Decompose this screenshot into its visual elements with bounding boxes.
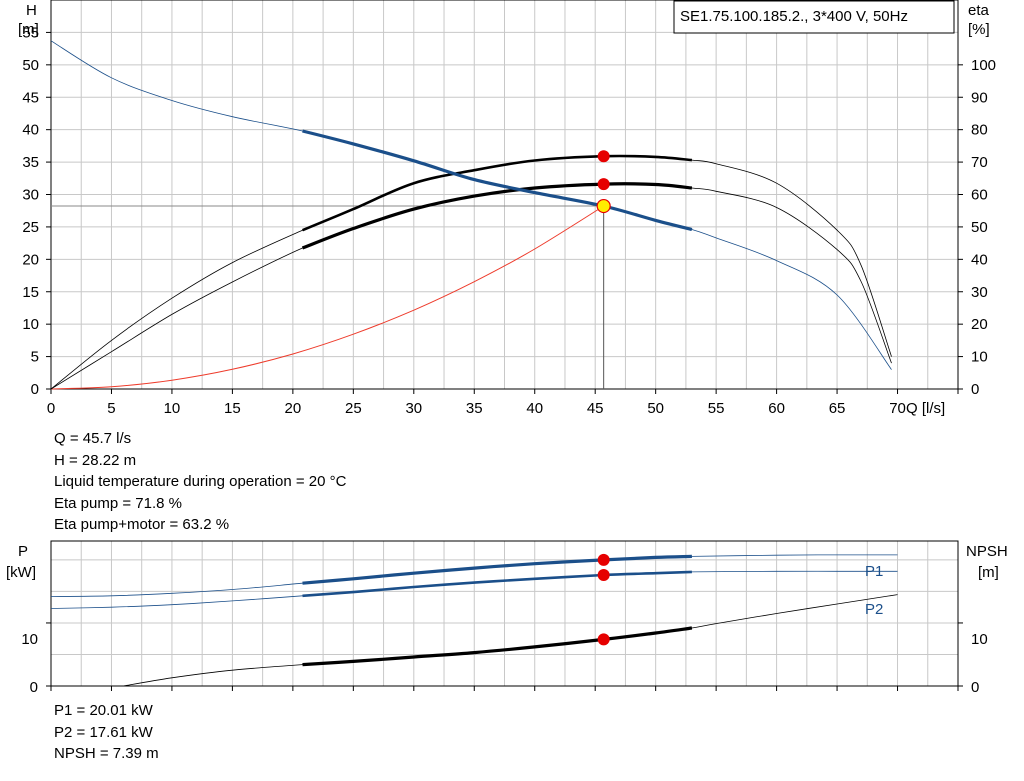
npsh10-tick-label: 10	[971, 631, 988, 648]
x-tick-label: 15	[224, 400, 241, 417]
x-tick-label: 60	[768, 400, 785, 417]
x-tick-label: 50	[647, 400, 664, 417]
p2-series-label: P2	[865, 601, 883, 618]
eta-tick-label: 80	[971, 122, 988, 139]
x-tick-label: 45	[587, 400, 604, 417]
npsh-axis-label: NPSH	[966, 543, 1008, 560]
p-axis-label: P	[18, 543, 28, 560]
h-tick-label: 30	[22, 187, 39, 204]
top-axis-ticks: 0 5 10 15 20 25 30 35 40 45 50 55 60 65 70 0 5 10 15 20 25 30…	[22, 24, 996, 417]
top-plot-grid	[50, 0, 959, 390]
eta-tick-label: 100	[971, 57, 996, 74]
info-temperature: Liquid temperature during operation = 20…	[54, 473, 347, 490]
h-tick-label: 10	[22, 316, 39, 333]
info-eta-pump: Eta pump = 71.8 %	[54, 494, 182, 512]
x-tick-label: 20	[285, 400, 302, 417]
eta-tick-label: 20	[971, 316, 988, 333]
head-operating-range	[302, 129, 693, 232]
p0-tick-label: 0	[30, 679, 38, 696]
x-tick-label: 70	[889, 400, 906, 417]
info-p1: P1 = 20.01 kW	[54, 702, 153, 719]
x-tick-label: 25	[345, 400, 362, 417]
h-axis-unit: [m]	[18, 21, 39, 38]
p2-operating-range	[302, 570, 692, 598]
bottom-curves	[50, 554, 898, 687]
h-tick-label: 0	[31, 381, 39, 398]
system-curve	[50, 205, 604, 390]
bottom-plot-frame	[50, 540, 959, 687]
bottom-axis-ticks	[46, 622, 963, 691]
top-curves	[50, 40, 892, 390]
h-tick-label: 25	[22, 219, 39, 236]
npsh-axis-unit: [m]	[978, 564, 999, 581]
h-tick-label: 45	[22, 89, 39, 106]
p2-marker	[597, 568, 610, 581]
info-eta-pump-motor: Eta pump+motor = 63.2 %	[54, 516, 230, 533]
info-p2: P2 = 17.61 kW	[54, 723, 153, 741]
npsh-curve	[123, 594, 898, 687]
head-curve	[50, 40, 892, 370]
eta-pump-motor-marker	[597, 178, 610, 191]
eta-pump-operating-range	[301, 154, 693, 232]
bottom-plot-grid	[50, 541, 959, 687]
x-tick-label: 40	[526, 400, 543, 417]
p1-series-label: P1	[865, 563, 883, 580]
h-tick-label: 55	[22, 24, 39, 41]
eta-pump-marker	[597, 150, 610, 163]
x-tick-label: 10	[164, 400, 181, 417]
h-tick-label: 5	[31, 349, 39, 366]
h-tick-label: 20	[22, 251, 39, 268]
eta-tick-label: 30	[971, 284, 988, 301]
x-tick-label: 30	[405, 400, 422, 417]
npsh0-tick-label: 0	[971, 679, 979, 696]
eta-axis-unit: [%]	[968, 21, 990, 38]
p10-tick-label: 10	[21, 631, 38, 648]
h-tick-label: 50	[22, 57, 39, 74]
eta-tick-label: 50	[971, 219, 988, 236]
chart-title: SE1.75.100.185.2., 3*400 V, 50Hz	[680, 8, 908, 25]
duty-point-info: Q = 45.7 l/s H = 28.22 m Liquid temperat…	[54, 428, 346, 536]
bottom-plot-border	[50, 540, 959, 687]
eta-tick-label: 0	[971, 381, 979, 398]
eta-tick-label: 60	[971, 187, 988, 204]
p1-marker	[597, 553, 610, 566]
x-tick-label: 55	[708, 400, 725, 417]
x-tick-label: 5	[107, 400, 115, 417]
x-tick-label: 65	[829, 400, 846, 417]
info-q: Q = 45.7 l/s	[54, 430, 132, 447]
eta-tick-label: 70	[971, 154, 988, 171]
eta-pump-motor-operating-range	[301, 182, 693, 250]
power-info: P1 = 20.01 kW P2 = 17.61 kW NPSH = 7.39 …	[54, 700, 159, 765]
info-h: H = 28.22 m	[54, 451, 137, 469]
p1-operating-range	[302, 554, 692, 585]
eta-tick-label: 90	[971, 89, 988, 106]
duty-point-marker	[596, 198, 611, 214]
h-tick-label: 35	[22, 154, 39, 171]
eta-pump-motor-curve	[50, 183, 892, 390]
eta-axis-label: eta	[968, 2, 990, 19]
h-tick-label: 40	[22, 122, 39, 139]
p-axis-unit: [kW]	[6, 564, 36, 581]
eta-tick-label: 10	[971, 349, 988, 366]
eta-pump-curve	[50, 155, 892, 390]
title-box	[673, 0, 955, 34]
eta-tick-label: 40	[971, 251, 988, 268]
duty-point-markers	[596, 150, 611, 646]
npsh-operating-range	[302, 626, 693, 667]
npsh-marker	[597, 633, 610, 646]
x-tick-label: 0	[47, 400, 55, 417]
q-axis-label: Q [l/s]	[906, 400, 945, 417]
h-axis-label: H	[26, 2, 37, 19]
h-tick-label: 15	[22, 284, 39, 301]
info-npsh: NPSH = 7.39 m	[54, 745, 159, 762]
x-tick-label: 35	[466, 400, 483, 417]
